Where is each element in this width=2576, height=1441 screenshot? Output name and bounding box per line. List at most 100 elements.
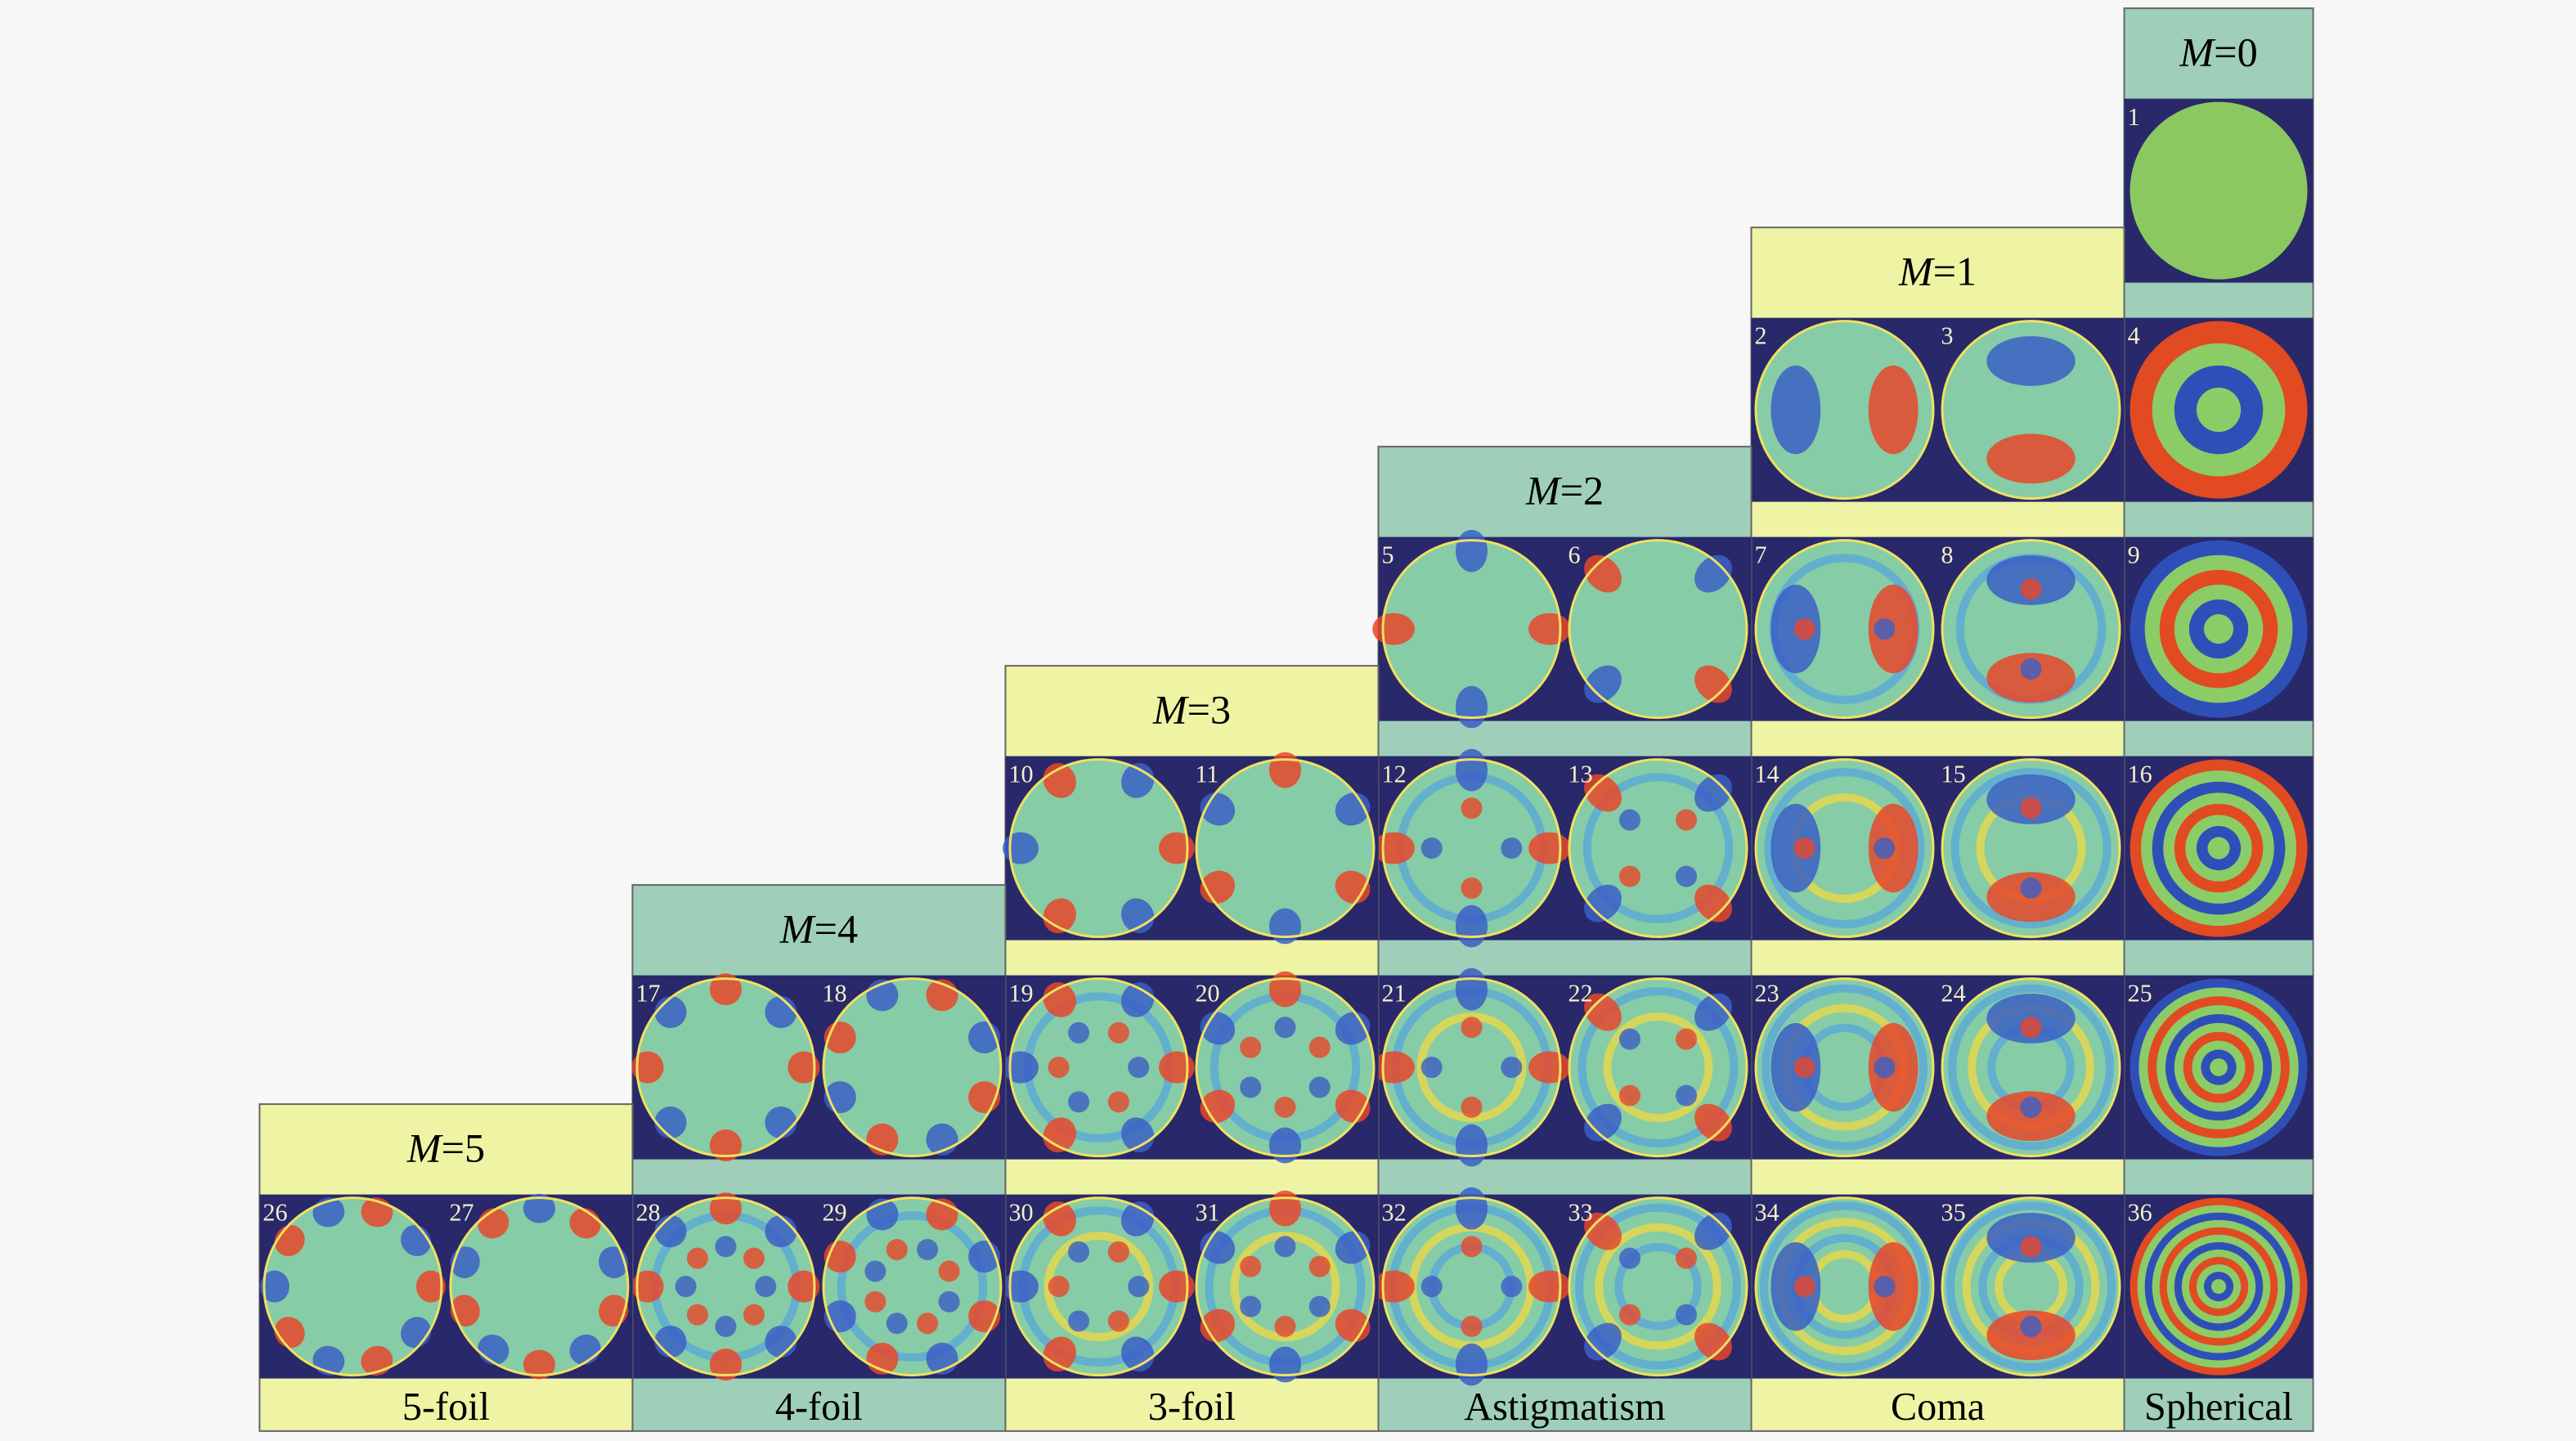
inner-lobe — [1048, 1057, 1070, 1079]
rim — [1754, 1196, 1935, 1377]
header-variable: M — [1898, 248, 1936, 294]
header-value: =0 — [2214, 29, 2257, 74]
inner-lobe — [1676, 1028, 1698, 1050]
inner-lobe — [886, 1238, 908, 1260]
column-label: 5-foil — [402, 1385, 490, 1429]
lobe — [709, 1192, 742, 1225]
rim — [263, 1196, 443, 1377]
rim — [1381, 758, 1562, 939]
header-value: =1 — [1933, 248, 1977, 294]
rim — [1941, 758, 2121, 939]
inner-lobe — [1461, 1236, 1483, 1258]
lobe — [1528, 613, 1571, 645]
header-variable: M — [406, 1125, 444, 1170]
inner-lobe — [1461, 1096, 1483, 1118]
inner-lobe — [1308, 1076, 1331, 1098]
header-variable: M — [1525, 467, 1563, 513]
inner-lobe — [1240, 1295, 1262, 1318]
inner-lobe — [1107, 1241, 1129, 1263]
inner-lobe — [2020, 1017, 2042, 1039]
lobe — [1159, 832, 1195, 864]
disk — [1942, 321, 2120, 499]
disk — [1009, 759, 1187, 937]
mode-number: 24 — [1941, 980, 1966, 1008]
inner-lobe — [1676, 1304, 1698, 1326]
rim — [1568, 758, 1748, 939]
disk — [450, 1197, 628, 1376]
mode-number: 25 — [2128, 980, 2152, 1008]
inner-lobe — [1068, 1310, 1090, 1332]
mode-number: 22 — [1568, 980, 1593, 1008]
header-variable: M — [1152, 686, 1190, 732]
mode-number: 20 — [1195, 980, 1219, 1008]
lobe — [788, 1051, 820, 1084]
inner-lobe — [1308, 1295, 1331, 1318]
inner-lobe — [1618, 1247, 1641, 1269]
rim — [1381, 1196, 1562, 1377]
disk — [1942, 540, 2120, 718]
mode-number: 14 — [1755, 761, 1779, 788]
rim — [1941, 539, 2121, 720]
inner-lobe — [1461, 797, 1483, 819]
inner-lobe — [2020, 1096, 2042, 1118]
ring — [1614, 1242, 1702, 1331]
mode-number: 34 — [1755, 1199, 1779, 1227]
header-variable: M — [779, 905, 817, 951]
column-label: Astigmatism — [1464, 1385, 1665, 1429]
inner-lobe — [743, 1304, 765, 1326]
inner-lobe — [1240, 1255, 1262, 1277]
column-header: M=5 — [406, 1125, 485, 1170]
inner-lobe — [1274, 1315, 1296, 1337]
rim — [1568, 1196, 1748, 1377]
inner-lobe — [917, 1313, 939, 1335]
mode-number: 12 — [1382, 761, 1407, 788]
rim — [1008, 1196, 1189, 1377]
lobe — [631, 1270, 664, 1303]
inner-lobe — [675, 1276, 697, 1298]
lobe — [1584, 774, 1622, 812]
column: M=2 Astigmatism 5 6 12 13 21 22 32 33 — [1372, 446, 1752, 1432]
inner-lobe — [1107, 1310, 1129, 1332]
lobe — [1268, 908, 1302, 945]
rim — [1381, 977, 1562, 1158]
lobe — [1584, 884, 1622, 923]
lobe — [415, 1270, 446, 1303]
disk — [2129, 101, 2308, 280]
lobe — [1455, 748, 1488, 792]
mode-number: 30 — [1008, 1199, 1033, 1227]
column-header: M=1 — [1898, 248, 1977, 294]
inner-lobe — [1676, 1084, 1698, 1107]
inner-lobe — [1420, 837, 1443, 860]
inner-lobe — [1240, 1036, 1262, 1058]
lobe — [1584, 1322, 1622, 1361]
inner-lobe — [1461, 1315, 1483, 1337]
mode-number: 4 — [2128, 322, 2140, 350]
inner-lobe — [1793, 837, 1815, 860]
column-label: Coma — [1891, 1385, 1985, 1429]
mode-number: 5 — [1382, 541, 1394, 569]
disk — [823, 978, 1001, 1156]
mode-number: 1 — [2128, 103, 2140, 131]
lobe — [1584, 993, 1622, 1031]
disk — [1756, 759, 1934, 937]
disk — [1009, 1197, 1187, 1376]
mode-number: 23 — [1755, 980, 1779, 1008]
mode-number: 19 — [1008, 980, 1033, 1008]
inner-lobe — [1501, 1057, 1523, 1079]
lobe — [1694, 554, 1732, 593]
lobe — [1528, 1051, 1571, 1084]
lobe — [1455, 967, 1488, 1011]
mode-number: 6 — [1568, 541, 1581, 569]
ring — [1416, 1012, 1527, 1123]
lobe — [1003, 832, 1039, 864]
inner-lobe — [864, 1291, 886, 1313]
mode-number: 10 — [1008, 761, 1033, 788]
inner-lobe — [755, 1276, 777, 1298]
disk — [823, 1197, 1001, 1376]
inner-lobe — [1420, 1276, 1443, 1298]
lobe — [1455, 1187, 1488, 1230]
ring — [1761, 984, 1928, 1151]
inner-lobe — [2020, 797, 2042, 819]
column-label: 3-foil — [1148, 1385, 1236, 1429]
